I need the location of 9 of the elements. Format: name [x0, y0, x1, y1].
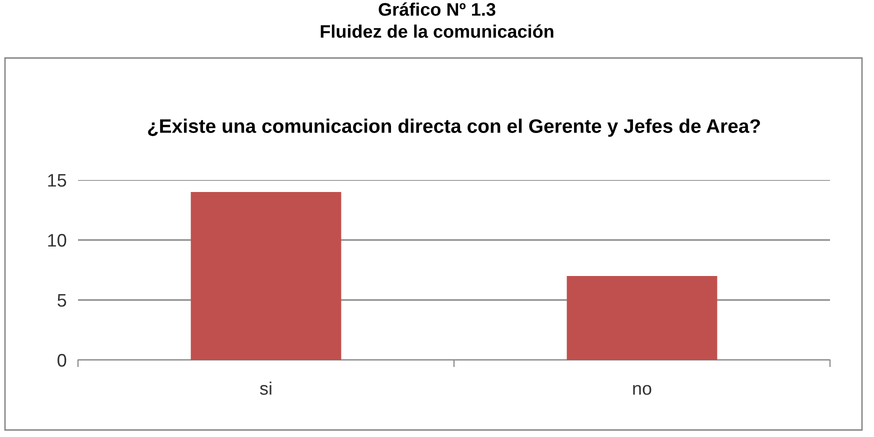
y-tick-label: 15: [48, 174, 66, 187]
x-tick-label: no: [633, 384, 652, 395]
y-tick-label: 5: [58, 294, 66, 307]
x-tick-label: si: [260, 382, 272, 395]
text: Fluidez de la comunicación: [320, 24, 554, 38]
chart-title: ¿Existe una comunicacion directa con el Gerente y Jefes de Area?: [148, 118, 760, 137]
y-tick-label: 10: [48, 234, 66, 247]
y-tick-label: 0: [58, 354, 66, 367]
text: Gráfico Nº 1.3: [378, 2, 496, 16]
